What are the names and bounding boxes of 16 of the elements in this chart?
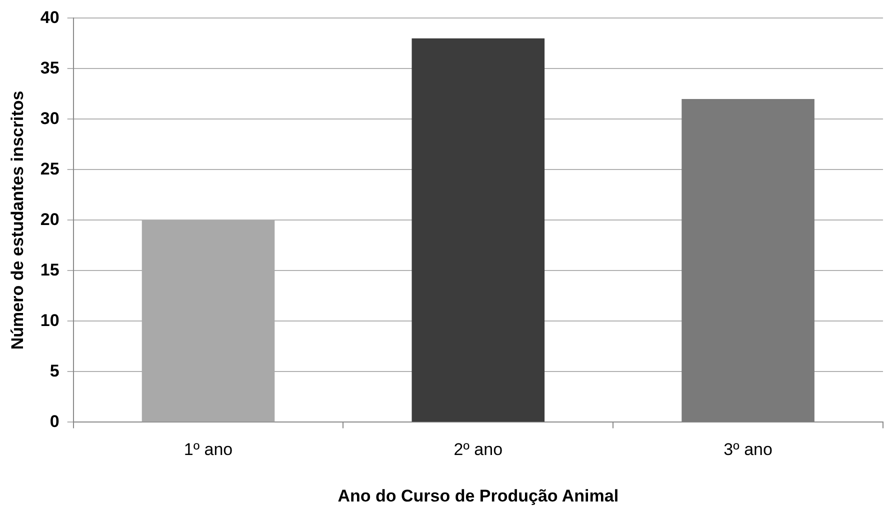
x-tick-label: 3º ano bbox=[724, 440, 772, 460]
y-tick-label: 15 bbox=[40, 260, 60, 280]
y-tick-label: 40 bbox=[40, 8, 60, 27]
x-axis-title: Ano do Curso de Produção Animal bbox=[338, 486, 619, 506]
y-tick-label: 30 bbox=[40, 108, 60, 128]
x-tick-label: 2º ano bbox=[454, 440, 503, 460]
y-tick-label: 35 bbox=[40, 58, 60, 78]
x-tick-label: 1º ano bbox=[184, 440, 233, 460]
y-tick-label: 20 bbox=[40, 210, 60, 229]
y-tick-label: 10 bbox=[40, 310, 60, 330]
bar bbox=[412, 38, 545, 422]
y-tick-label: 5 bbox=[50, 361, 60, 380]
y-tick-label: 25 bbox=[40, 159, 60, 178]
y-tick-label: 0 bbox=[50, 412, 60, 431]
y-axis-title: Número de estudantes inscritos bbox=[8, 90, 27, 350]
bar bbox=[682, 99, 814, 422]
